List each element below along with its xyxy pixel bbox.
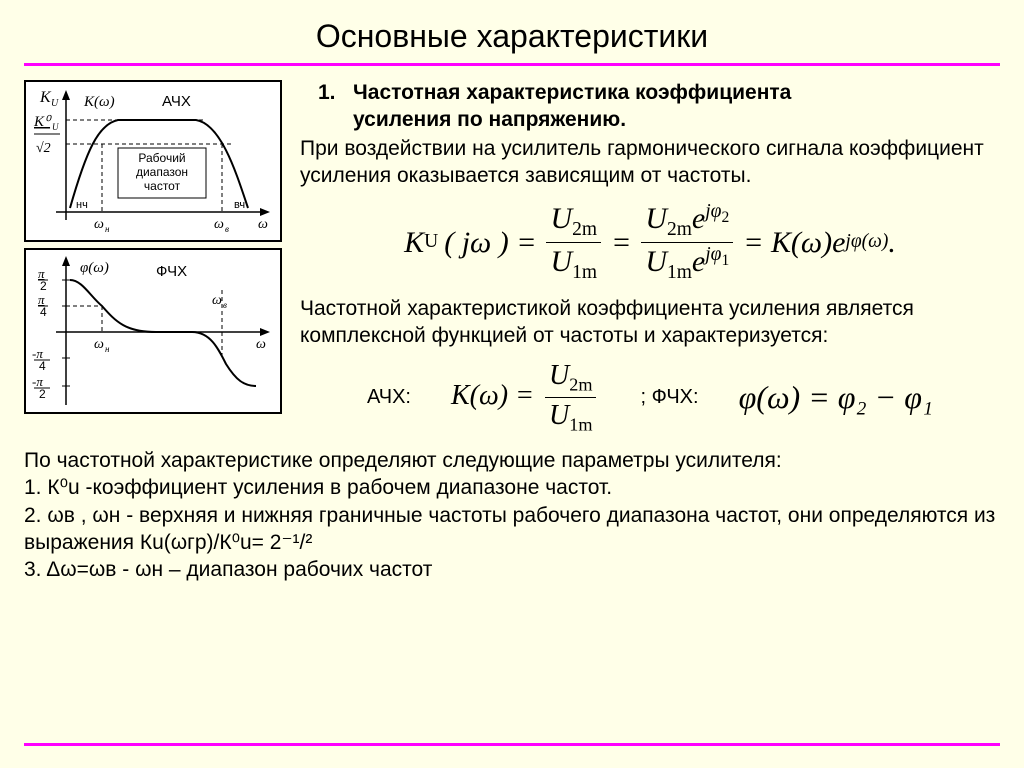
paragraph-2: Частотной характеристикой коэффициента у… [300, 296, 1000, 350]
formula-1: KU ( jω ) = U2m U1m = U2mejφ2 U1mejφ1 = … [300, 200, 1000, 287]
svg-text:4: 4 [40, 305, 47, 319]
svg-text:2: 2 [40, 279, 47, 293]
svg-text:в: в [225, 224, 229, 234]
formula-2-row: АЧХ: K(ω) = U2m U1m ; ФЧХ: φ(ω) = φ₂ − φ… [300, 358, 1000, 437]
heading-line2: усиления по напряжению. [353, 108, 626, 131]
svg-text:ФЧХ: ФЧХ [156, 263, 187, 280]
svg-text:4: 4 [39, 359, 46, 373]
svg-text:частот: частот [144, 179, 181, 193]
svg-text:U: U [51, 98, 59, 109]
svg-text:нч: нч [76, 199, 88, 211]
lower-line-3: 3. Δω=ωв - ωн – диапазон рабочих частот [24, 556, 1000, 583]
svg-text:ω: ω [94, 217, 104, 232]
svg-text:√2: √2 [36, 141, 51, 156]
svg-text:ω: ω [258, 217, 268, 232]
svg-text:ω: ω [212, 293, 222, 308]
diagram-column: KU K(ω) АЧХ K⁰U √2 Рабочий диапазон част… [24, 80, 282, 437]
svg-text:ω: ω [214, 217, 224, 232]
achh-diagram: KU K(ω) АЧХ K⁰U √2 Рабочий диапазон част… [24, 80, 282, 242]
svg-text:K(ω): K(ω) [83, 94, 115, 110]
formula-2b: φ(ω) = φ₂ − φ₁ [739, 377, 933, 418]
page-title: Основные характеристики [0, 0, 1024, 63]
heading-line1: Частотная характеристика коэффициента [353, 81, 791, 104]
lower-line-0: По частотной характеристике определяют с… [24, 447, 1000, 474]
svg-text:Рабочий: Рабочий [138, 151, 185, 165]
svg-text:U: U [52, 122, 59, 132]
right-text-column: 1. Частотная характеристика коэффициента… [300, 80, 1000, 437]
bottom-divider [24, 743, 1000, 746]
svg-text:K⁰: K⁰ [33, 114, 52, 130]
achh-label: АЧХ: [367, 385, 411, 411]
fchh-label: ; ФЧХ: [640, 385, 698, 411]
svg-text:АЧХ: АЧХ [162, 93, 191, 110]
svg-text:φ(ω): φ(ω) [80, 260, 109, 276]
lower-line-1: 1. К⁰u -коэффициент усиления в рабочем д… [24, 474, 1000, 501]
paragraph-1: При воздействии на усилитель гармоническ… [300, 136, 1000, 190]
svg-text:вч: вч [234, 199, 245, 211]
lower-line-2: 2. ωв , ωн - верхняя и нижняя граничные … [24, 502, 1000, 557]
svg-text:н: н [105, 344, 110, 354]
svg-text:2: 2 [39, 387, 46, 401]
svg-text:ω: ω [256, 337, 266, 352]
svg-text:ω: ω [94, 337, 104, 352]
svg-text:н: н [105, 224, 110, 234]
heading-number: 1. [318, 81, 336, 104]
svg-text:в: в [223, 300, 227, 310]
lower-parameters: По частотной характеристике определяют с… [0, 437, 1024, 583]
fchh-diagram: π 2 π 4 -π 4 -π 2 [24, 248, 282, 414]
svg-text:диапазон: диапазон [136, 165, 188, 179]
